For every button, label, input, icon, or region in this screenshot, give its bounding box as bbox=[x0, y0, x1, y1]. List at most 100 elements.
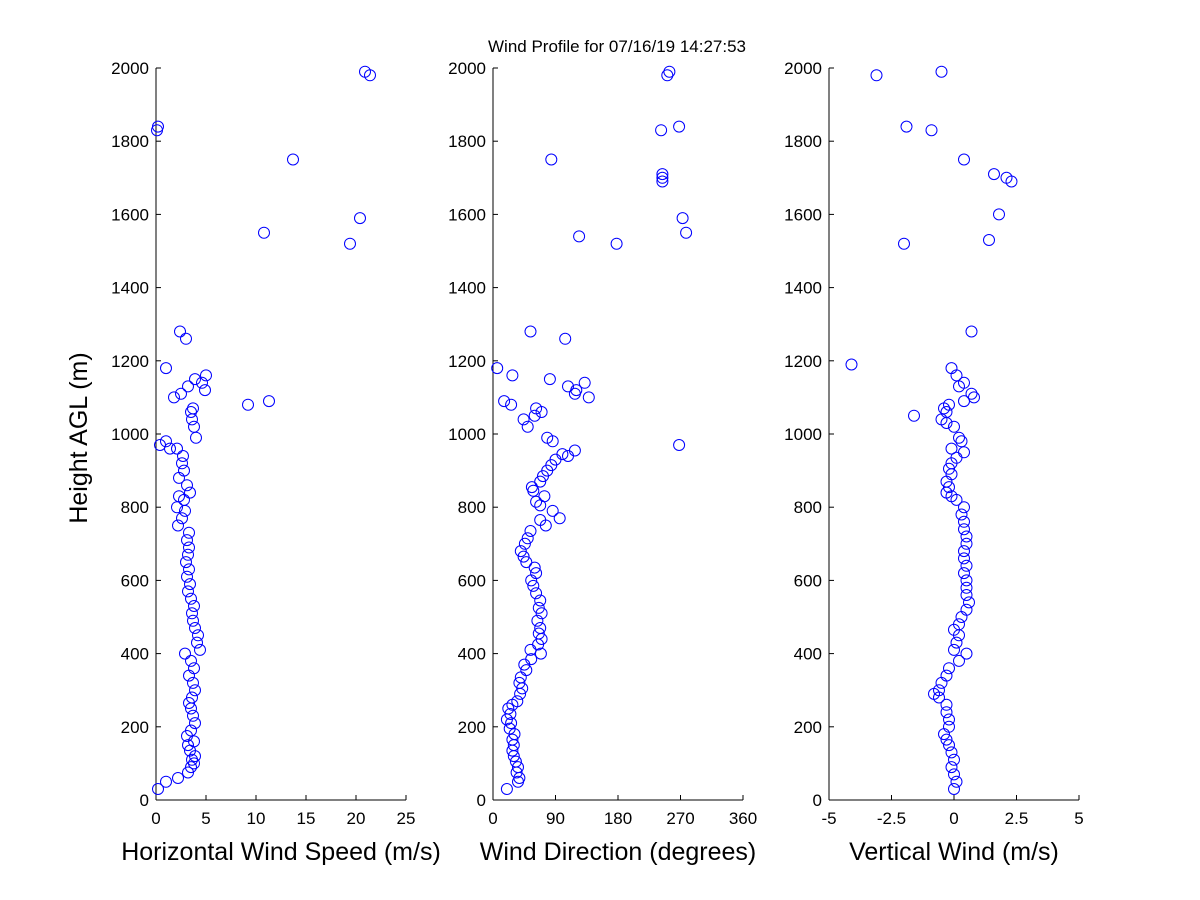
data-point bbox=[154, 439, 166, 451]
data-point bbox=[185, 761, 197, 774]
data-point bbox=[661, 69, 674, 82]
data-point bbox=[945, 761, 958, 774]
data-point bbox=[186, 607, 198, 620]
data-point bbox=[535, 607, 548, 620]
y-tick-label-600: 600 bbox=[458, 571, 486, 590]
y-tick-label-1600: 1600 bbox=[448, 205, 486, 224]
data-point bbox=[965, 325, 978, 338]
x-tick-label-20: 20 bbox=[347, 809, 366, 828]
data-point bbox=[948, 643, 960, 656]
data-point bbox=[518, 537, 531, 550]
data-point bbox=[845, 358, 858, 371]
data-point bbox=[177, 450, 189, 462]
y-tick-label-1400: 1400 bbox=[111, 279, 149, 298]
y-tick-label-200: 200 bbox=[458, 718, 486, 737]
data-point bbox=[538, 490, 551, 503]
data-point bbox=[168, 391, 180, 404]
data-point bbox=[176, 457, 188, 470]
y-tick-label-1400: 1400 bbox=[448, 279, 486, 298]
data-point bbox=[513, 676, 526, 689]
data-point bbox=[676, 212, 689, 225]
data-point bbox=[524, 325, 537, 338]
data-point bbox=[185, 592, 197, 605]
data-point bbox=[950, 636, 963, 649]
y-tick-label-2000: 2000 bbox=[784, 59, 822, 78]
data-point bbox=[183, 526, 195, 539]
data-point bbox=[673, 120, 686, 133]
data-point bbox=[191, 636, 203, 649]
data-point bbox=[900, 120, 913, 133]
y-tick-label-1800: 1800 bbox=[784, 132, 822, 151]
x-tick-label-2-5: 2.5 bbox=[1005, 809, 1029, 828]
data-point bbox=[503, 722, 516, 735]
data-point bbox=[187, 402, 199, 415]
data-point bbox=[188, 662, 200, 675]
data-point bbox=[524, 525, 537, 537]
data-points bbox=[151, 65, 376, 795]
data-point bbox=[189, 373, 201, 386]
data-points bbox=[491, 65, 693, 795]
x-tick-label-90: 90 bbox=[546, 809, 565, 828]
data-point bbox=[514, 545, 527, 558]
data-point bbox=[287, 153, 299, 166]
data-point bbox=[908, 409, 920, 422]
data-point bbox=[948, 768, 960, 781]
y-tick-label-400: 400 bbox=[121, 645, 149, 664]
x-tick-label-25: 25 bbox=[397, 809, 416, 828]
data-point bbox=[525, 653, 538, 666]
y-tick-label-1000: 1000 bbox=[784, 425, 822, 444]
data-point bbox=[182, 739, 194, 752]
data-point bbox=[568, 444, 581, 457]
data-point bbox=[943, 462, 955, 475]
data-point bbox=[258, 226, 270, 239]
data-point bbox=[181, 570, 193, 583]
y-tick-label-1200: 1200 bbox=[448, 352, 486, 371]
data-point bbox=[943, 481, 955, 494]
data-point bbox=[940, 733, 953, 746]
data-point bbox=[189, 684, 201, 697]
data-point bbox=[530, 495, 543, 508]
data-point bbox=[543, 373, 556, 386]
x-tick-label-0: 0 bbox=[949, 809, 958, 828]
data-point bbox=[531, 614, 544, 627]
data-point bbox=[178, 464, 190, 477]
x-tick-label-0: 0 bbox=[488, 809, 497, 828]
data-point bbox=[182, 585, 194, 598]
panel-2: 0 200 400 600 800 1000 1200 1400 1600 1800 2000 0 90… bbox=[448, 59, 757, 866]
data-point bbox=[1000, 171, 1013, 184]
data-point bbox=[943, 662, 955, 675]
x-tick-label-15: 15 bbox=[297, 809, 316, 828]
data-point bbox=[189, 622, 201, 634]
x-tick-label-0: 0 bbox=[151, 809, 160, 828]
data-point bbox=[174, 325, 186, 338]
data-point bbox=[945, 362, 958, 375]
data-point bbox=[242, 398, 254, 411]
data-point bbox=[182, 380, 194, 393]
y-tick-label-0: 0 bbox=[477, 791, 486, 810]
data-points bbox=[845, 65, 1018, 795]
data-point bbox=[958, 153, 970, 166]
y-tick-label-1200: 1200 bbox=[111, 352, 149, 371]
x-tick-label-360: 360 bbox=[729, 809, 757, 828]
data-point bbox=[559, 332, 572, 345]
data-point bbox=[656, 175, 669, 188]
data-point bbox=[953, 618, 965, 631]
data-point bbox=[181, 479, 193, 492]
data-point bbox=[532, 627, 545, 640]
data-point bbox=[194, 643, 206, 656]
y-tick-label-1800: 1800 bbox=[111, 132, 149, 151]
data-point bbox=[152, 120, 164, 133]
data-point bbox=[943, 720, 955, 733]
data-point bbox=[680, 226, 693, 239]
data-point bbox=[553, 512, 566, 525]
data-point bbox=[534, 475, 547, 488]
data-point bbox=[263, 395, 275, 408]
data-point bbox=[663, 65, 676, 78]
data-point bbox=[354, 212, 366, 225]
data-point bbox=[935, 65, 948, 78]
data-point bbox=[505, 717, 518, 730]
data-point bbox=[960, 559, 973, 572]
data-point bbox=[898, 237, 910, 250]
y-tick-label-1800: 1800 bbox=[448, 132, 486, 151]
data-point bbox=[498, 395, 511, 408]
